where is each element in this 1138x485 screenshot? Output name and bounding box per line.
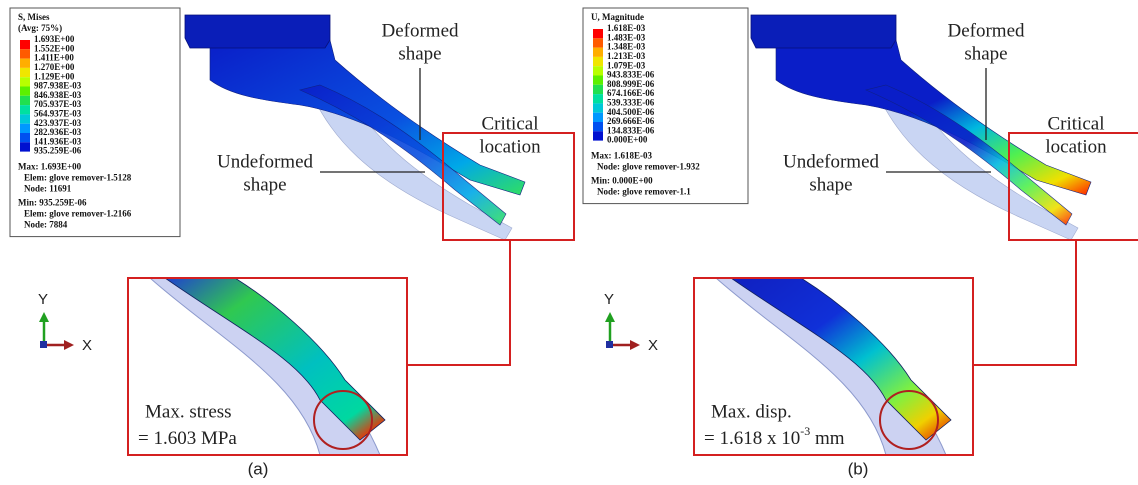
legend-swatch	[20, 105, 30, 114]
legend-swatch	[20, 133, 30, 142]
annotation: shape	[964, 43, 1007, 64]
legend-info: Max: 1.618E-03	[591, 151, 652, 161]
mount-block	[185, 15, 330, 48]
axis-y-label: Y	[604, 291, 614, 308]
legend-swatch	[593, 103, 603, 112]
panel: U, Magnitude1.618E-031.483E-031.348E-031…	[583, 8, 1138, 478]
zoom-value-text: = 1.603 MPa	[138, 428, 237, 449]
connector	[973, 240, 1076, 365]
annotation: Deformed	[947, 20, 1025, 41]
annotation: Undeformed	[217, 151, 314, 172]
legend-title: U, Magnitude	[591, 12, 644, 22]
legend-info: Node: 11691	[24, 184, 72, 194]
annotation: location	[1045, 136, 1107, 157]
annotation: shape	[809, 174, 852, 195]
triad-x-head	[630, 340, 640, 350]
axis-y-label: Y	[38, 291, 48, 308]
triad-y-head	[605, 312, 615, 322]
axis-x-label: X	[82, 337, 92, 354]
legend-swatch	[593, 48, 603, 57]
legend-swatch	[20, 114, 30, 123]
annotation: location	[479, 136, 541, 157]
axis-x-label: X	[648, 337, 658, 354]
legend-info: Elem: glove remover-1.2166	[24, 209, 132, 219]
fem-part	[185, 15, 525, 240]
legend-swatch	[593, 94, 603, 103]
triad-x-head	[64, 340, 74, 350]
legend-swatch	[593, 66, 603, 75]
legend-swatch	[593, 85, 603, 94]
triad-y-head	[39, 312, 49, 322]
triad-origin	[606, 341, 613, 348]
legend-label: 0.000E+00	[607, 135, 648, 145]
caption: (a)	[248, 459, 269, 478]
legend-swatch	[593, 131, 603, 140]
legend-swatch	[20, 68, 30, 77]
fem-part	[751, 15, 1091, 240]
annotation: Critical	[482, 113, 539, 134]
legend-swatch	[593, 57, 603, 66]
legend-swatch	[593, 76, 603, 85]
zoom-value-sup: -3	[800, 424, 810, 438]
legend-swatch	[20, 87, 30, 96]
triad-origin	[40, 341, 47, 348]
legend-swatch	[593, 29, 603, 38]
zoom-value: = 1.603 MPa	[138, 428, 237, 449]
zoom-value: = 1.618 x 10-3 mm	[704, 424, 845, 450]
zoom-value-unit: mm	[810, 428, 845, 449]
legend-swatch	[593, 122, 603, 131]
figure: S, Mises(Avg: 75%)1.693E+001.552E+001.41…	[0, 0, 1138, 485]
legend-title: S, Mises	[18, 12, 50, 22]
legend-swatch	[20, 96, 30, 105]
legend-swatch	[593, 113, 603, 122]
legend-info: Elem: glove remover-1.5128	[24, 173, 132, 183]
zoom-label: Max. stress	[145, 401, 232, 422]
legend-swatch	[20, 40, 30, 49]
legend-swatch	[20, 59, 30, 68]
legend-title: (Avg: 75%)	[18, 23, 62, 33]
legend-info: Min: 0.000E+00	[591, 176, 653, 186]
legend-swatch	[20, 142, 30, 151]
annotation: shape	[398, 43, 441, 64]
legend-swatch	[20, 124, 30, 133]
legend-label: 935.259E-06	[34, 146, 82, 156]
legend-info: Max: 1.693E+00	[18, 162, 82, 172]
legend-info: Min: 935.259E-06	[18, 198, 87, 208]
legend: S, Mises(Avg: 75%)1.693E+001.552E+001.41…	[10, 8, 180, 237]
annotation: shape	[243, 174, 286, 195]
zoom-label: Max. disp.	[711, 401, 792, 422]
connector	[407, 240, 510, 365]
legend: U, Magnitude1.618E-031.483E-031.348E-031…	[583, 8, 748, 204]
legend-swatch	[20, 77, 30, 86]
legend-swatch	[593, 38, 603, 47]
mount-block	[751, 15, 896, 48]
legend-info: Node: glove remover-1.1	[597, 187, 691, 197]
annotation: Deformed	[381, 20, 459, 41]
annotation: Undeformed	[783, 151, 880, 172]
legend-info: Node: 7884	[24, 220, 68, 230]
caption: (b)	[848, 459, 869, 478]
panel: S, Mises(Avg: 75%)1.693E+001.552E+001.41…	[10, 8, 574, 478]
zoom-value-text: = 1.618 x 10	[704, 428, 800, 449]
annotation: Critical	[1048, 113, 1105, 134]
legend-info: Node: glove remover-1.932	[597, 162, 700, 172]
legend-swatch	[20, 49, 30, 58]
